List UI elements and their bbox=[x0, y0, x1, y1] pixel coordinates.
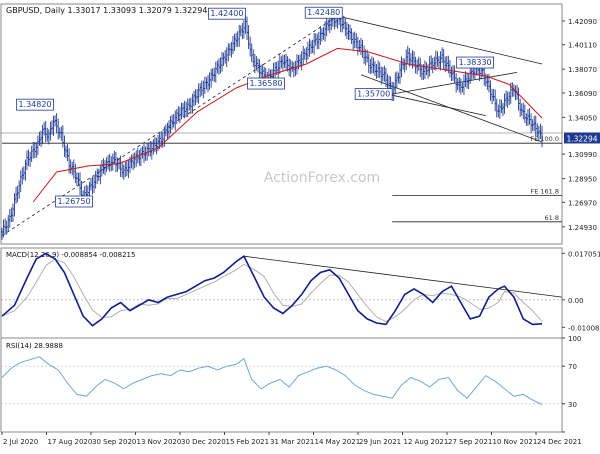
x-tick-label-6: 31 Mar 2021 bbox=[270, 438, 314, 446]
x-tick-label-0: 2 Jul 2020 bbox=[3, 438, 38, 446]
level-label-2: 61.8 bbox=[545, 214, 559, 222]
price-label-1: 1.42400 bbox=[210, 9, 243, 18]
rsi-tick-label-2: 30 bbox=[568, 401, 577, 409]
trendline-4 bbox=[392, 94, 486, 116]
macd-panel-frame bbox=[0, 247, 563, 339]
last-price-label: 1.32294 bbox=[566, 134, 597, 143]
macd-tick-label-0: 0.017051 bbox=[568, 250, 600, 258]
rsi-title: RSI(14) 28.9888 bbox=[6, 342, 63, 350]
price-label-box-5 bbox=[456, 56, 495, 69]
rsi-tick-label-1: 70 bbox=[568, 363, 577, 371]
price-label-box-4 bbox=[354, 88, 393, 100]
x-tick-label-7: 14 May 2021 bbox=[315, 438, 361, 446]
macd-title: MACD(12,26,9) -0.008854 -0.008215 bbox=[6, 251, 135, 259]
x-tick-label-4: 30 Dec 2020 bbox=[181, 438, 226, 446]
price-label-box-6 bbox=[55, 195, 93, 208]
price-panel-frame bbox=[0, 3, 563, 245]
moving-average-line bbox=[32, 47, 543, 203]
x-tick-label-11: 10 Nov 2021 bbox=[493, 438, 538, 446]
macd-tick-label-1: 0.00 bbox=[568, 297, 584, 305]
price-label-3: 1.36580 bbox=[249, 79, 282, 88]
price-label-4: 1.35700 bbox=[357, 90, 390, 99]
price-label-0: 1.34820 bbox=[18, 100, 51, 109]
chart-header: GBPUSD, Daily 1.33017 1.33093 1.32079 1.… bbox=[6, 6, 207, 15]
price-tick-label-2: 1.38070 bbox=[568, 66, 597, 74]
rsi-panel-frame bbox=[0, 337, 563, 433]
macd-tick-label-2: -0.010087 bbox=[568, 324, 600, 332]
price-tick-label-1: 1.40110 bbox=[568, 42, 597, 50]
x-tick-label-9: 12 Aug 2021 bbox=[404, 438, 449, 446]
rsi-tick-label-0: 100 bbox=[568, 335, 581, 343]
price-tick-label-4: 1.34050 bbox=[568, 114, 597, 122]
x-tick-label-12: 24 Dec 2021 bbox=[537, 438, 582, 446]
price-label-5: 1.38330 bbox=[459, 58, 492, 67]
price-label-box-1 bbox=[208, 7, 246, 20]
x-tick-label-10: 27 Sep 2021 bbox=[448, 438, 492, 446]
x-tick-label-5: 15 Feb 2021 bbox=[226, 438, 270, 446]
price-tick-label-5: 1.30990 bbox=[568, 151, 597, 159]
level-label-1: FE 161.8 bbox=[530, 187, 559, 195]
macd-signal-line bbox=[1, 258, 543, 323]
price-tick-label-8: 1.24930 bbox=[568, 224, 597, 232]
price-label-6: 1.26750 bbox=[57, 197, 90, 206]
price-label-box-2 bbox=[304, 6, 343, 19]
x-tick-label-3: 13 Nov 2020 bbox=[137, 438, 182, 446]
watermark-text: ActionForex.com bbox=[264, 170, 380, 186]
price-label-2: 1.42480 bbox=[307, 8, 340, 17]
level-label-0: FE 100.0 bbox=[530, 135, 559, 143]
price-label-box-3 bbox=[247, 77, 285, 90]
trendline-1 bbox=[337, 15, 543, 65]
x-tick-label-8: 29 Jun 2021 bbox=[359, 438, 401, 446]
price-tick-label-6: 1.28950 bbox=[568, 176, 597, 184]
last-price-marker bbox=[564, 132, 600, 144]
price-label-box-0 bbox=[16, 98, 54, 111]
x-tick-label-1: 17 Aug 2020 bbox=[48, 438, 93, 446]
x-tick-label-2: 30 Sep 2020 bbox=[92, 438, 136, 446]
macd-line bbox=[1, 252, 543, 327]
price-tick-label-3: 1.36090 bbox=[568, 90, 597, 98]
price-tick-label-7: 1.26970 bbox=[568, 199, 597, 207]
rsi-line bbox=[1, 356, 543, 406]
price-tick-label-0: 1.42090 bbox=[568, 18, 597, 26]
macd-trendline bbox=[243, 255, 563, 298]
